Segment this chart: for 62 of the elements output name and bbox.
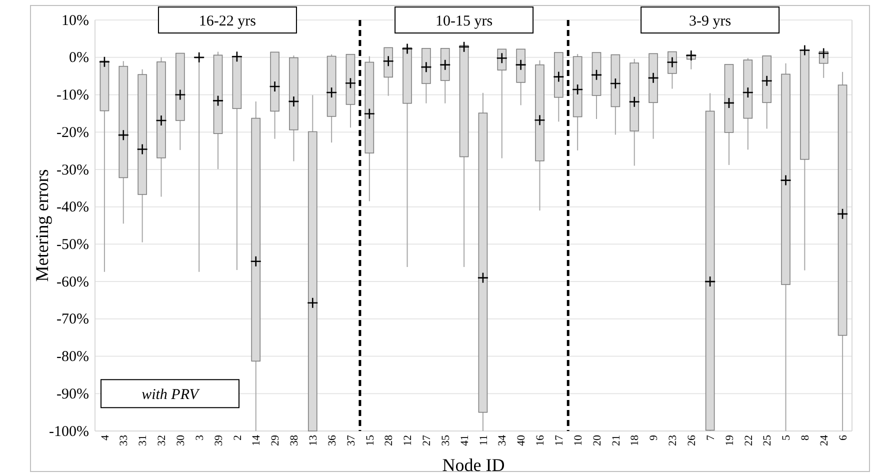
y-tick-label: -70% — [56, 312, 89, 328]
x-tick-label: 28 — [383, 434, 396, 446]
y-tick-label: -40% — [56, 200, 89, 216]
annotation: 3-9 yrs — [689, 13, 732, 30]
y-tick-label: -90% — [56, 386, 89, 402]
x-tick-label: 12 — [402, 435, 414, 446]
annotation: 16-22 yrs — [198, 13, 256, 30]
x-tick-label: 25 — [762, 434, 774, 446]
x-tick-label: 9 — [648, 434, 660, 440]
x-tick-label: 37 — [345, 434, 358, 446]
x-tick-label: 19 — [724, 434, 736, 446]
x-tick-label: 30 — [175, 434, 188, 446]
x-tick-label: 2 — [232, 435, 244, 440]
x-tick-label: 32 — [156, 435, 168, 446]
x-tick-label: 41 — [458, 435, 471, 446]
x-tick-label: 35 — [440, 434, 452, 446]
x-tick-label: 38 — [288, 434, 301, 446]
annotation: with PRV — [142, 386, 200, 403]
x-tick-label: 21 — [610, 435, 622, 446]
x-tick-label: 5 — [780, 434, 793, 440]
x-tick-label: 33 — [118, 434, 130, 446]
x-tick-label: 36 — [326, 434, 338, 446]
x-tick-label: 22 — [742, 435, 755, 446]
x-tick-label: 15 — [364, 434, 376, 446]
text-box: 3-9 yrs — [640, 6, 780, 34]
x-tick-label: 24 — [818, 434, 830, 446]
y-tick-label: -60% — [56, 274, 89, 290]
x-tick-label: 11 — [478, 435, 490, 446]
y-tick-label: -20% — [56, 124, 89, 141]
y-tick-label: -100% — [49, 424, 89, 440]
x-tick-label: 31 — [137, 435, 150, 446]
x-tick-label: 39 — [212, 434, 225, 446]
y-tick-label: -80% — [56, 349, 89, 366]
text-box: with PRV — [100, 379, 240, 408]
x-tick-label: 6 — [837, 434, 850, 440]
x-tick-label: 20 — [591, 434, 604, 446]
y-tick-label: -50% — [56, 236, 89, 253]
x-tick-label: 34 — [496, 434, 509, 446]
x-tick-label: 29 — [270, 434, 282, 446]
x-tick-label: 3 — [194, 434, 206, 440]
x-tick-label: 8 — [800, 434, 812, 440]
x-tick-label: 7 — [704, 434, 717, 440]
x-tick-label: 26 — [686, 434, 698, 446]
y-tick-label: 0% — [69, 50, 89, 66]
x-tick-label: 4 — [99, 434, 112, 440]
annotation: 10-15 yrs — [436, 13, 493, 30]
y-tick-label: 10% — [62, 12, 89, 29]
x-tick-label: 40 — [516, 434, 528, 446]
y-tick-label: -30% — [56, 162, 89, 178]
x-tick-label: 17 — [554, 434, 566, 446]
y-tick-label: -10% — [56, 88, 89, 104]
x-axis-title: Node ID — [442, 455, 505, 473]
x-tick-label: 14 — [250, 434, 263, 446]
x-tick-label: 23 — [667, 434, 680, 446]
x-tick-label: 13 — [307, 434, 320, 446]
x-tick-label: 18 — [629, 434, 642, 446]
y-axis-title: Metering errors — [32, 169, 52, 282]
text-box: 16-22 yrs — [158, 6, 297, 34]
text-box: 10-15 yrs — [394, 6, 534, 34]
x-tick-label: 16 — [534, 434, 547, 446]
x-tick-label: 27 — [421, 434, 434, 446]
x-tick-label: 10 — [572, 434, 584, 446]
